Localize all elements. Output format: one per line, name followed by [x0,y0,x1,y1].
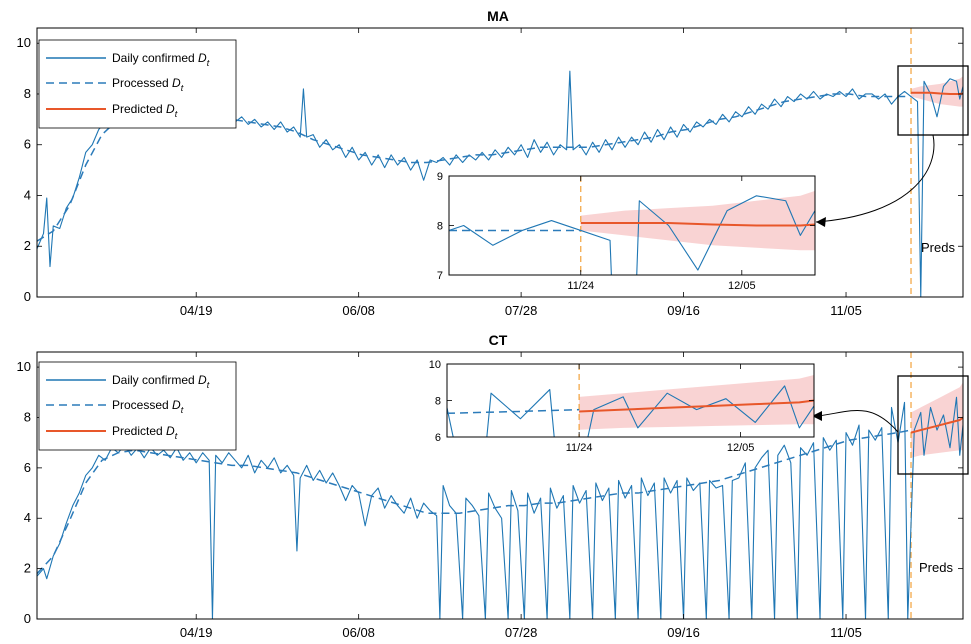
ct-legend-box [38,361,237,451]
ma-zoom-arrow [815,134,935,223]
ct-series-processed [37,429,912,575]
ma-series-processed [37,93,912,242]
ma-legend-predicted-label: Predicted Dt [112,102,178,119]
ct-legend-processed-label: Processed Dt [112,398,184,415]
ma-inset-prediction-band [580,190,815,251]
ct-y-tick-label: 8 [24,409,31,424]
ma-legend-daily-label: Daily confirmed Dt [112,51,210,68]
ma-main-axes: 0 2 4 6 8 10 04/19 06/08 07/28 09/16 11/05 [17,27,964,318]
ma-inset-series-daily-confirmed [449,195,815,275]
ct-inset: 6 8 10 11/24 12/05 [429,359,815,454]
ct-prediction-band [911,382,963,458]
ct-zoom-region-box [897,375,969,475]
ct-prediction-band-area [911,382,963,458]
ct-x-tick-label: 09/16 [667,625,700,640]
ct-inset-x-tick-label: 11/24 [566,442,593,454]
ma-inset-series-predicted [580,222,815,227]
ct-panel: CT 0 2 4 6 8 10 04/19 06/08 07/28 09/16 11/05 Dai… [17,332,969,640]
ct-series-daily-confirmed [37,396,963,619]
ma-x-ticks: 04/19 06/08 07/28 09/16 11/05 [180,28,862,318]
ma-y-tick-label: 2 [24,238,31,253]
ma-y-tick-label: 4 [24,187,31,202]
ma-inset-y-tick-label: 9 [437,171,443,183]
ct-x-tick-label: 06/08 [342,625,375,640]
ct-series-predicted [910,416,963,434]
ct-x-tick-label: 11/05 [830,625,862,640]
ct-legend: Daily confirmed Dt Processed Dt Predicte… [38,361,237,451]
ma-zoom-arrowhead [816,217,826,227]
ct-inset-y-tick-label: 6 [435,432,441,444]
ma-x-tick-label: 09/16 [667,303,700,318]
ct-inset-series-lines [447,385,814,437]
ct-zoom-arrowhead [812,411,822,421]
ma-y-tick-label: 10 [17,35,31,50]
ct-inset-y-tick-label: 8 [435,396,441,408]
ma-inset-x-tick-label: 11/24 [567,280,594,292]
ma-y-ticks: 0 2 4 6 8 10 [17,35,963,304]
ma-inset: 7 8 9 11/24 12/05 [437,171,816,292]
ct-inset-series-predicted [579,399,814,413]
ma-legend-box [38,39,237,129]
ct-y-tick-label: 2 [24,561,31,576]
ct-y-ticks: 0 2 4 6 8 10 [17,359,963,626]
ma-inset-prediction-band-area [580,190,815,251]
ct-inset-y-ticks: 6 8 10 [429,359,814,444]
ma-y-tick-label: 8 [24,86,31,101]
ct-x-ticks: 04/19 06/08 07/28 09/16 11/05 [180,352,862,640]
ct-inset-x-ticks: 11/24 12/05 [566,364,755,454]
ma-panel: MA 0 2 4 6 8 10 04/19 06/08 07/28 09/16 11/05 Dai… [17,8,969,318]
ma-inset-x-ticks: 11/24 12/05 [567,176,756,292]
ma-x-tick-label: 04/19 [180,303,213,318]
ma-legend: Daily confirmed Dt Processed Dt Predicte… [38,39,237,129]
ct-legend-predicted-label: Predicted Dt [112,424,178,441]
ct-inset-prediction-band-area [579,374,814,430]
ma-title: MA [487,8,509,24]
ct-inset-prediction-band [579,374,814,430]
ct-x-tick-label: 07/28 [505,625,538,640]
ma-y-tick-label: 0 [24,289,31,304]
ct-inset-series-daily-confirmed [447,385,814,437]
ct-title: CT [489,332,508,348]
ct-y-tick-label: 0 [24,611,31,626]
ma-axes-frame [36,27,964,298]
ct-x-tick-label: 04/19 [180,625,213,640]
ma-inset-x-tick-label: 12/05 [728,280,756,292]
ma-y-tick-label: 6 [24,137,31,152]
ct-inset-x-tick-label: 12/05 [727,442,755,454]
ct-main-axes: 0 2 4 6 8 10 04/19 06/08 07/28 09/16 11/05 [17,351,964,640]
ct-y-tick-label: 10 [17,359,31,374]
ma-x-tick-label: 06/08 [342,303,375,318]
ma-x-tick-label: 07/28 [505,303,538,318]
ct-zoom-arrow [817,410,899,433]
ct-axes-frame [36,351,964,620]
ct-y-tick-label: 6 [24,460,31,475]
ct-legend-daily-label: Daily confirmed Dt [112,373,210,390]
ma-inset-y-tick-label: 7 [437,270,443,282]
ma-x-tick-label: 11/05 [830,303,862,318]
ct-inset-y-tick-label: 10 [429,359,441,371]
ma-inset-y-tick-label: 8 [437,221,443,233]
ma-preds-annotation: Preds [921,240,955,255]
ma-legend-processed-label: Processed Dt [112,76,184,93]
ct-y-tick-label: 4 [24,510,31,525]
ct-preds-annotation: Preds [919,560,953,575]
ma-inset-y-ticks: 7 8 9 [437,171,815,282]
ct-series-lines [37,396,963,619]
ma-inset-series-lines [449,195,815,275]
